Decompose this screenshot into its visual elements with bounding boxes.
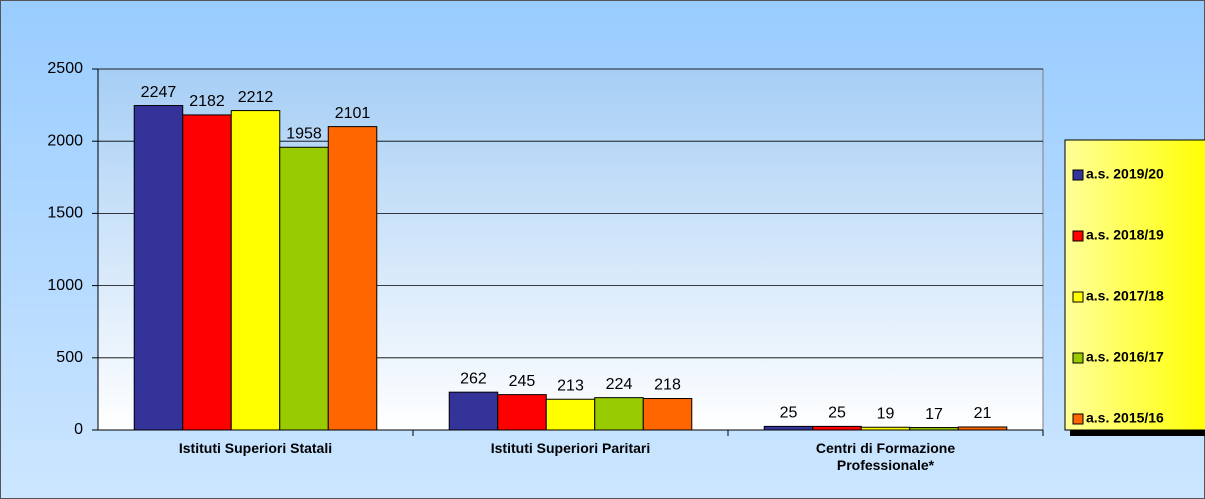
legend-swatch (1072, 413, 1084, 425)
bar (497, 394, 547, 431)
bar (230, 110, 281, 431)
x-tick-label: Istituti Superiori Paritari (490, 440, 651, 456)
value-label: 2212 (238, 89, 274, 106)
bar (957, 426, 1008, 431)
legend-swatch (1072, 230, 1084, 242)
y-tick-label: 500 (56, 349, 83, 366)
value-label: 17 (925, 406, 943, 423)
bar (812, 425, 862, 431)
legend-label: a.s. 2019/20 (1086, 166, 1164, 182)
legend-swatch (1072, 169, 1084, 181)
value-label: 2182 (189, 93, 225, 110)
legend-label: a.s. 2018/19 (1086, 227, 1164, 243)
bar (642, 398, 693, 431)
bar (594, 397, 644, 431)
y-tick-label: 0 (74, 421, 83, 438)
bar (909, 427, 959, 431)
value-label: 224 (606, 376, 633, 393)
x-tick-label: Istituti Superiori Statali (178, 440, 333, 456)
y-tick-label: 1500 (47, 205, 83, 222)
value-label: 21 (974, 405, 992, 422)
value-label: 2101 (335, 105, 371, 122)
value-label: 213 (557, 377, 584, 394)
y-tick-label: 2500 (47, 60, 83, 77)
value-label: 262 (460, 370, 487, 387)
value-label: 1958 (286, 125, 322, 142)
legend-label: a.s. 2015/16 (1086, 410, 1164, 426)
value-label: 218 (654, 377, 681, 394)
value-label: 25 (828, 405, 846, 422)
bar (279, 146, 329, 431)
bar (860, 426, 911, 431)
value-label: 2247 (141, 84, 177, 101)
y-tick-label: 1000 (47, 277, 83, 294)
x-tick-label: Centri di Formazione Professionale* (815, 440, 956, 473)
legend-label: a.s. 2017/18 (1086, 288, 1164, 304)
legend-swatch (1072, 352, 1084, 364)
bar (133, 105, 184, 431)
legend-label: a.s. 2016/17 (1086, 349, 1164, 365)
legend-swatch (1072, 291, 1084, 303)
bar (763, 425, 814, 431)
bar (545, 398, 596, 431)
bar (182, 114, 232, 431)
bar (448, 391, 499, 431)
value-label: 19 (877, 405, 895, 422)
value-label: 25 (780, 405, 798, 422)
legend-box (1064, 139, 1205, 431)
value-label: 245 (509, 373, 536, 390)
y-tick-label: 2000 (47, 132, 83, 149)
bar (327, 126, 378, 431)
